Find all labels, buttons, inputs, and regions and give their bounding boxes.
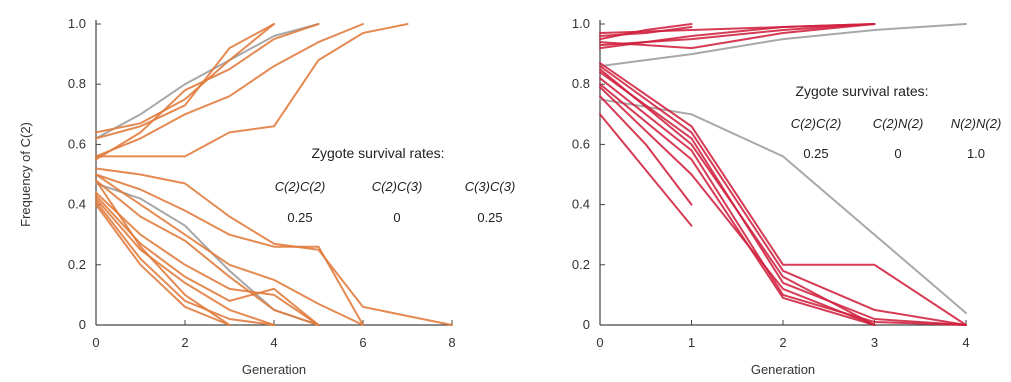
- series-line: [95, 23, 409, 158]
- annotation-genotype-label: C(3)C(3): [465, 179, 516, 194]
- annotation-title: Zygote survival rates:: [795, 83, 928, 99]
- annotation-genotype-label: N(2)N(2): [951, 116, 1002, 131]
- series-line: [599, 77, 967, 326]
- y-tick-label: 0.4: [572, 197, 590, 212]
- series-line: [599, 23, 876, 34]
- series-line: [95, 173, 364, 326]
- series-line: [599, 26, 693, 37]
- x-tick-label: 0: [92, 335, 99, 350]
- annotation-survival-value: 0.25: [803, 146, 828, 161]
- x-tick-label: 4: [270, 335, 277, 350]
- annotation-genotype-label: C(2)N(2): [873, 116, 924, 131]
- series-line: [95, 23, 364, 158]
- annotation-genotype-label: C(2)C(2): [275, 179, 326, 194]
- annotation-survival-value: 1.0: [967, 146, 985, 161]
- series-line: [95, 197, 275, 326]
- annotation-survival-value: 0.25: [287, 210, 312, 225]
- x-tick-label: 2: [779, 335, 786, 350]
- y-tick-label: 0.6: [572, 136, 590, 151]
- series-line: [599, 86, 876, 326]
- reference-line: [95, 182, 320, 326]
- series-line: [95, 23, 320, 161]
- series-line: [95, 23, 275, 134]
- x-tick-label: 2: [181, 335, 188, 350]
- y-tick-label: 1.0: [572, 16, 590, 31]
- series-line: [95, 23, 275, 140]
- x-tick-label: 4: [962, 335, 969, 350]
- y-tick-label: 0.2: [68, 257, 86, 272]
- y-tick-label: 0.2: [572, 257, 590, 272]
- x-axis-label: Generation: [751, 362, 815, 377]
- series-line: [95, 200, 275, 326]
- y-tick-label: 0.8: [68, 76, 86, 91]
- series-line: [599, 68, 876, 326]
- annotation-title: Zygote survival rates:: [311, 145, 444, 161]
- series-line: [95, 179, 320, 326]
- series-line: [95, 194, 320, 326]
- y-tick-label: 0.4: [68, 197, 86, 212]
- x-tick-label: 1: [688, 335, 695, 350]
- series-line: [599, 62, 967, 326]
- series-line: [599, 23, 876, 50]
- series-line: [95, 179, 231, 326]
- annotation-genotype-label: C(2)C(3): [372, 179, 423, 194]
- y-tick-label: 0.8: [572, 76, 590, 91]
- series-line: [599, 65, 967, 326]
- x-tick-label: 8: [448, 335, 455, 350]
- reference-line: [599, 98, 967, 314]
- x-axis-label: Generation: [242, 362, 306, 377]
- y-axis-label: Frequency of C(2): [18, 122, 33, 227]
- series-line: [95, 173, 364, 326]
- series-line: [599, 23, 693, 41]
- y-tick-label: 0.6: [68, 136, 86, 151]
- y-tick-label: 0: [583, 317, 590, 332]
- series-line: [599, 113, 693, 227]
- annotation-survival-value: 0.25: [477, 210, 502, 225]
- annotation-survival-value: 0: [393, 210, 400, 225]
- annotation-genotype-label: C(2)C(2): [791, 116, 842, 131]
- series-line: [599, 83, 876, 326]
- x-tick-label: 6: [359, 335, 366, 350]
- series-line: [95, 167, 453, 326]
- series-line: [599, 95, 693, 206]
- y-tick-label: 0: [79, 317, 86, 332]
- x-tick-label: 0: [596, 335, 603, 350]
- series-line: [95, 203, 231, 326]
- chart-panel-1: 0 0.2 0.4 0.6 0.8 1.0 0 2 4 6 8 Generation Frequency…: [18, 16, 515, 377]
- series-line: [95, 191, 320, 326]
- annotation-survival-value: 0: [894, 146, 901, 161]
- chart-panel-2: 0 0.2 0.4 0.6 0.8 1.0 0 1 2 3 4 Generation Zygote su…: [572, 16, 1001, 377]
- series-line: [599, 71, 967, 326]
- y-tick-label: 1.0: [68, 16, 86, 31]
- reference-line: [95, 23, 320, 140]
- x-tick-label: 3: [871, 335, 878, 350]
- reference-line: [599, 23, 967, 68]
